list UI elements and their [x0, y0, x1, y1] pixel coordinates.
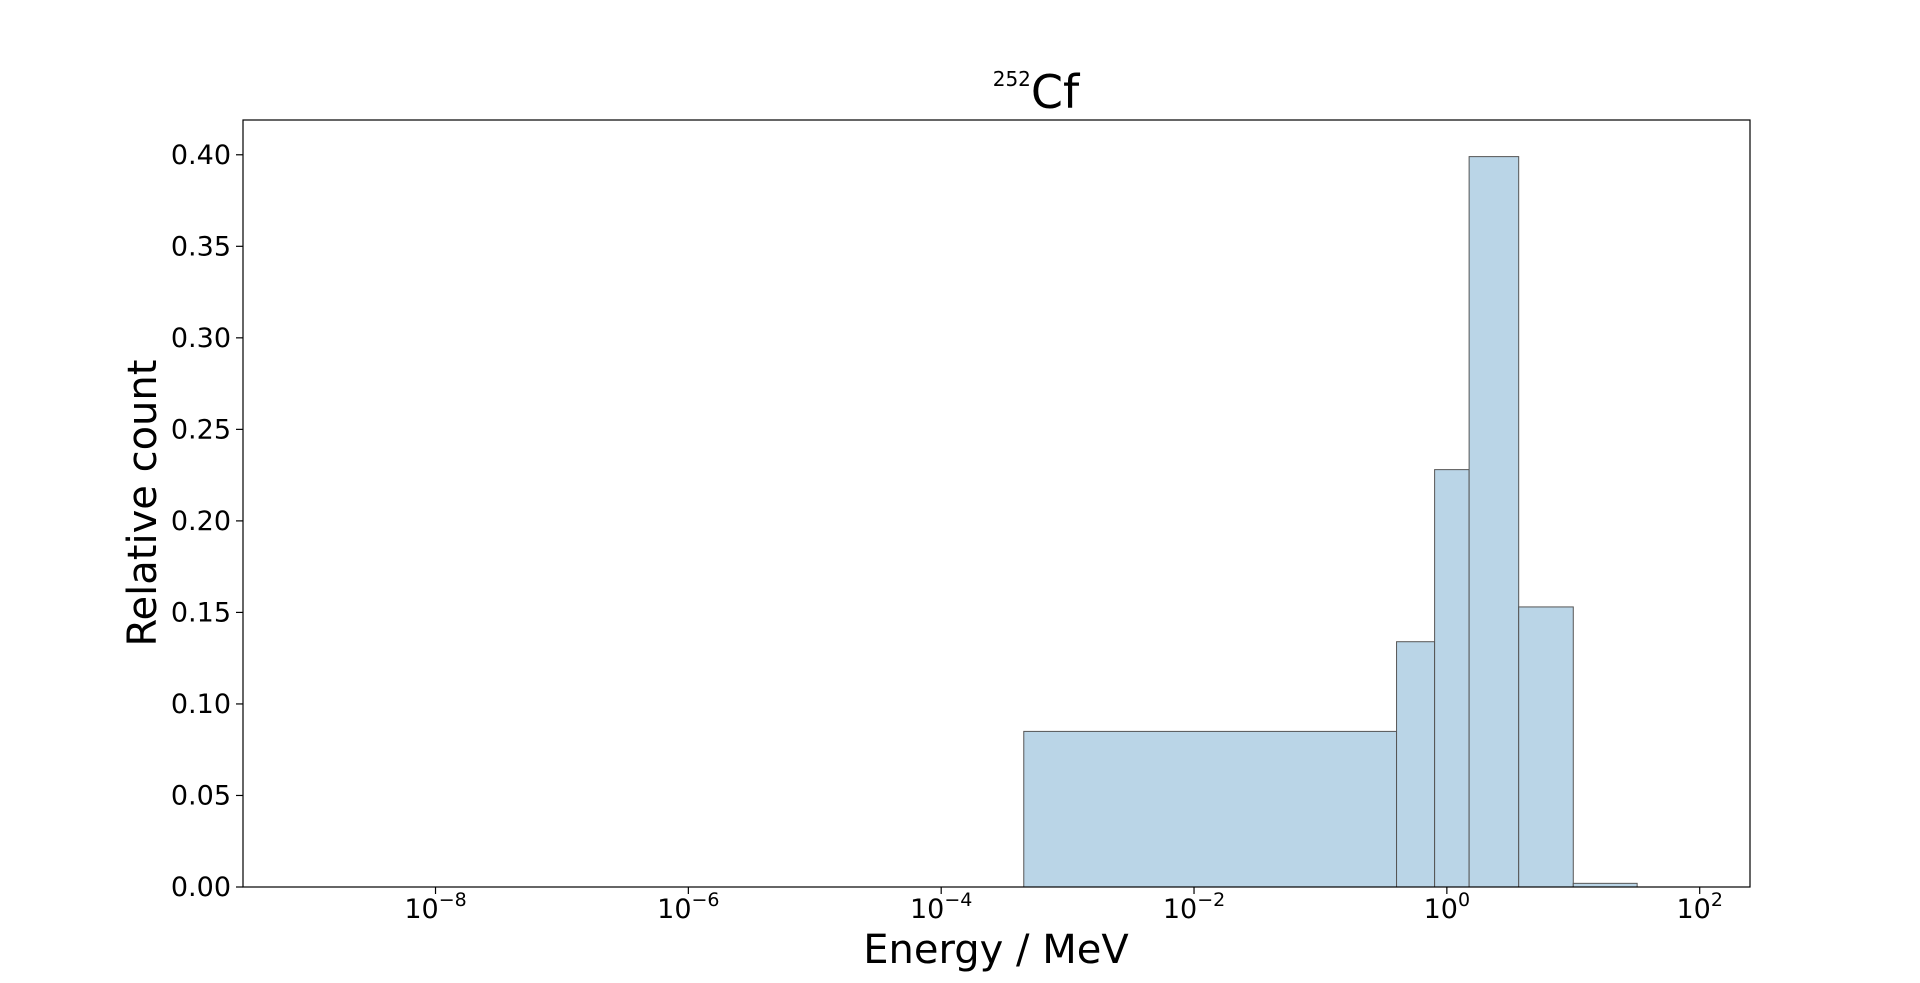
y-tick-label: 0.15: [171, 597, 231, 628]
y-tick-label: 0.00: [171, 872, 231, 903]
x-tick-label: 10−8: [404, 889, 466, 925]
histogram-bar-0: [1023, 730, 1398, 888]
histogram-bar-3: [1468, 156, 1520, 888]
y-tick-label: 0.30: [171, 323, 231, 354]
x-axis-label: Energy / MeV: [863, 927, 1129, 973]
plot-frame: [242, 119, 1751, 888]
y-axis-label: Relative count: [120, 360, 166, 647]
x-tick-label: 102: [1676, 889, 1722, 925]
y-tick-label: 0.20: [171, 506, 231, 537]
x-tick-label: 10−4: [910, 889, 972, 925]
y-tick-label: 0.25: [171, 414, 231, 445]
y-tick-label: 0.40: [171, 140, 231, 171]
x-tick-label: 10−6: [657, 889, 719, 925]
bars-group: [1023, 156, 1638, 888]
histogram-bar-1: [1396, 641, 1436, 888]
y-axis-ticks: 0.00 0.05 0.10 0.15 0.20 0.25 0.30 0.35 0.40: [171, 140, 243, 903]
y-tick-label: 0.05: [171, 780, 231, 811]
x-tick-label: 100: [1424, 889, 1470, 925]
y-tick-label: 0.35: [171, 231, 231, 262]
y-tick-label: 0.10: [171, 689, 231, 720]
x-axis-ticks: 10−8 10−6 10−4 10−2 100 102: [404, 887, 1723, 925]
histogram-bar-4: [1518, 606, 1574, 888]
title-main: Cf: [1031, 65, 1081, 119]
title-superscript: 252: [993, 67, 1031, 91]
histogram-bar-2: [1434, 469, 1470, 888]
x-tick-label: 10−2: [1163, 889, 1225, 925]
chart-title: 252Cf: [993, 65, 1081, 119]
